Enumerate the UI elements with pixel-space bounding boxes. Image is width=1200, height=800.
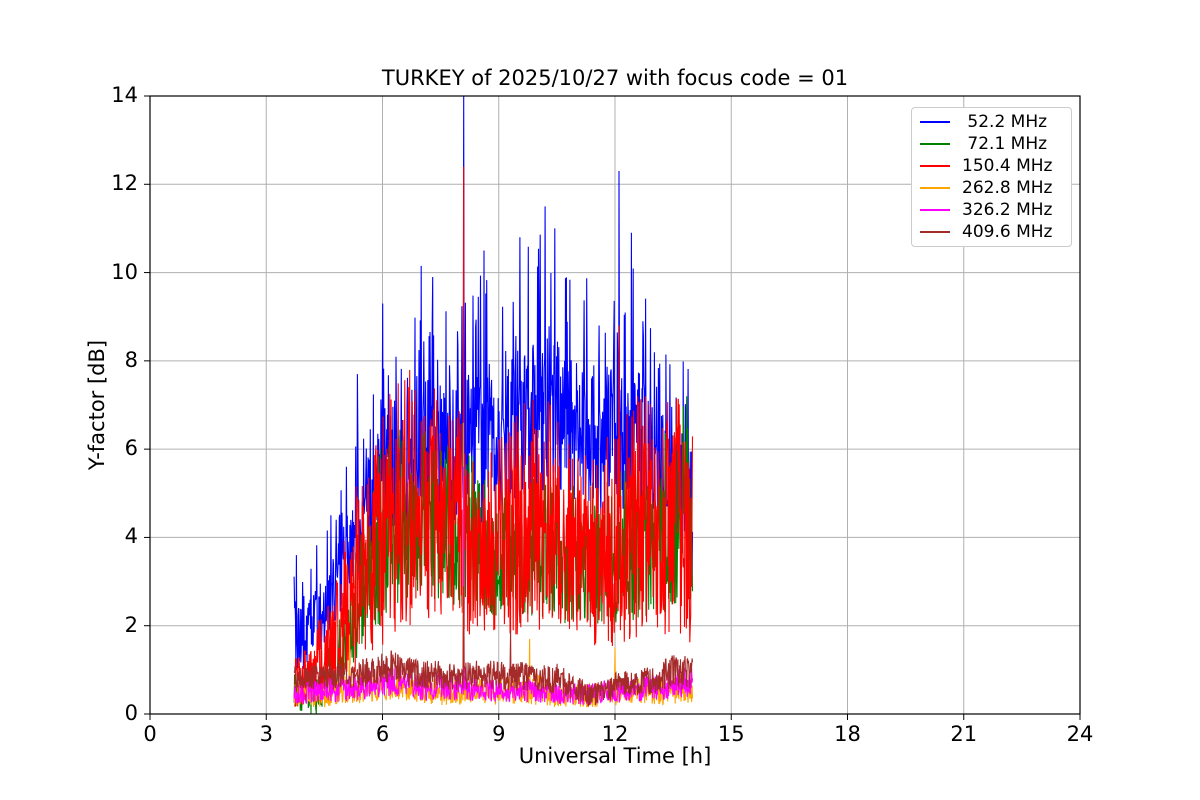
legend-label: 52.2 MHz [962,112,1048,132]
legend-line-icon [920,164,950,168]
legend-item: 409.6 MHz [912,222,1071,242]
legend-line-icon [920,142,950,146]
legend-item: 72.1 MHz [912,134,1071,154]
legend-label: 326.2 MHz [962,200,1053,220]
x-tick-label: 24 [1066,722,1094,746]
y-tick-label: 4 [124,524,138,549]
plot-border [149,95,1081,715]
x-tick-label: 21 [950,722,978,746]
legend-item: 52.2 MHz [912,112,1071,132]
y-tick-label: 12 [111,171,138,196]
series-52.2-MHz-line [293,95,694,671]
x-tick-label: 18 [834,722,861,746]
y-tick-label: 8 [124,347,138,372]
x-axis-label: Universal Time [h] [518,744,712,768]
series-409.6-MHz-line [293,585,694,707]
legend-label: 150.4 MHz [962,156,1053,176]
legend-item: 262.8 MHz [912,178,1071,198]
x-tick-label: 6 [375,722,390,746]
x-tick-label: 9 [492,722,506,746]
axis-ticks [144,95,1081,720]
legend-line-icon [920,208,950,212]
y-tick-label: 6 [124,436,138,461]
legend-label: 72.1 MHz [962,134,1048,154]
y-tick-label: 0 [124,701,138,725]
legend-label: 262.8 MHz [962,178,1053,198]
legend-item: 150.4 MHz [912,156,1071,176]
y-tick-label: 14 [111,83,138,107]
chart-title: TURKEY of 2025/10/27 with focus code = 0… [381,66,849,90]
x-tick-label: 12 [601,722,629,746]
data-series [293,95,694,715]
x-tick-label: 15 [717,722,745,746]
series-150.4-MHz-line [293,166,694,707]
legend-line-icon [920,120,950,124]
legend: 52.2 MHz 72.1 MHz 150.4 MHz 262.8 MHz 326.2… [911,107,1072,247]
legend-item: 326.2 MHz [912,200,1071,220]
legend-label: 409.6 MHz [962,222,1053,242]
x-tick-label: 0 [143,722,157,746]
legend-line-icon [920,186,950,190]
y-tick-label: 2 [124,612,138,637]
x-tick-label: 3 [259,722,273,746]
y-tick-label: 10 [111,259,138,284]
legend-line-icon [920,230,950,234]
